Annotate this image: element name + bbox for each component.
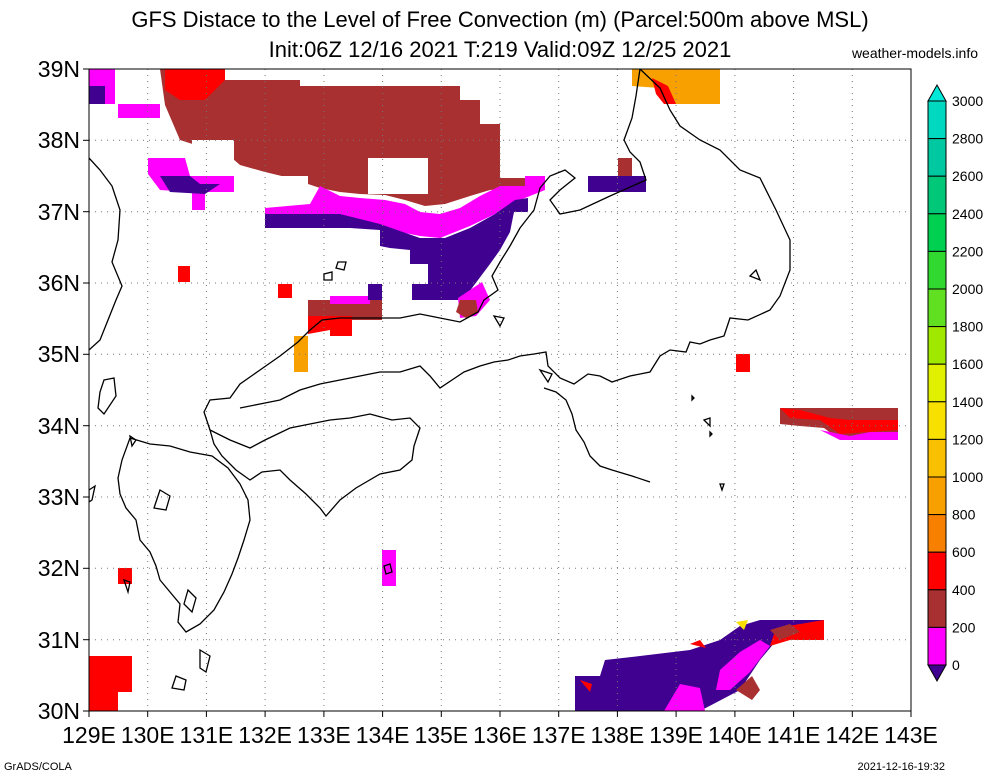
- lon-label: 131E: [180, 722, 234, 748]
- longitude-labels: 129E 130E 131E 132E 133E 134E 135E 136E …: [62, 722, 938, 748]
- axis-ticks: [83, 68, 912, 717]
- footer-timestamp: 2021-12-16-19:32: [857, 761, 945, 773]
- lon-label: 136E: [473, 722, 527, 748]
- lat-label: 33N: [38, 484, 80, 510]
- coastlines: [89, 69, 791, 691]
- lat-label: 35N: [38, 341, 80, 367]
- colorbar-label: 1200: [952, 431, 983, 447]
- colorbar-label: 1600: [952, 356, 983, 372]
- lon-label: 141E: [767, 722, 821, 748]
- colorbar-label: 3000: [952, 93, 983, 109]
- colorbar-swatch: [927, 551, 947, 591]
- footer-software: GrADS/COLA: [4, 761, 72, 773]
- lon-label: 140E: [708, 722, 762, 748]
- colorbar-swatch: [927, 175, 947, 215]
- lon-label: 134E: [356, 722, 410, 748]
- colorbar-swatch: [927, 476, 947, 516]
- colorbar-swatch: [927, 326, 947, 365]
- colorbar-swatch: [927, 438, 947, 478]
- chart-title: GFS Distace to the Level of Free Convect…: [131, 7, 869, 32]
- lon-label: 133E: [297, 722, 351, 748]
- colorbar-top-arrow: [927, 83, 947, 102]
- colorbar-label: 400: [952, 582, 976, 598]
- colorbar-swatch: [927, 250, 947, 290]
- colorbar-swatch: [927, 626, 947, 666]
- lon-label: 132E: [238, 722, 292, 748]
- lat-label: 31N: [38, 627, 80, 653]
- grid-lines: [89, 69, 911, 711]
- colorbar-label: 2200: [952, 243, 983, 259]
- lon-label: 139E: [649, 722, 703, 748]
- colorbar-bottom-arrow: [927, 664, 947, 683]
- colorbar-swatch: [927, 363, 947, 403]
- colorbar-swatch: [927, 138, 947, 177]
- colorbar-label: 1400: [952, 394, 983, 410]
- lat-label: 36N: [38, 270, 80, 296]
- lat-label: 30N: [38, 698, 80, 724]
- colorbar-label: 1800: [952, 319, 983, 335]
- site-credit: weather-models.info: [851, 45, 978, 61]
- colorbar-swatch: [927, 589, 947, 628]
- colorbar-label: 2600: [952, 168, 983, 184]
- lfc-field-shading: [89, 69, 898, 711]
- lon-label: 138E: [591, 722, 645, 748]
- colorbar-label: 1000: [952, 469, 983, 485]
- lon-label: 142E: [825, 722, 879, 748]
- lat-label: 37N: [38, 199, 80, 225]
- lon-label: 135E: [414, 722, 468, 748]
- lat-label: 38N: [38, 127, 80, 153]
- colorbar-label: 2400: [952, 206, 983, 222]
- colorbar-swatch: [927, 288, 947, 328]
- colorbar-label: 600: [952, 544, 976, 560]
- lon-label: 143E: [884, 722, 938, 748]
- colorbar: 3000280026002400220020001800160014001200…: [927, 83, 983, 683]
- colorbar-swatch: [927, 100, 947, 140]
- chart-subtitle: Init:06Z 12/16 2021 T:219 Valid:09Z 12/2…: [268, 37, 732, 62]
- colorbar-swatch: [927, 213, 947, 252]
- latitude-labels: 39N 38N 37N 36N 35N 34N 33N 32N 31N 30N: [38, 56, 80, 724]
- colorbar-label: 0: [952, 657, 960, 673]
- colorbar-label: 200: [952, 619, 976, 635]
- lon-label: 137E: [532, 722, 586, 748]
- lat-label: 32N: [38, 555, 80, 581]
- colorbar-label: 2800: [952, 131, 983, 147]
- colorbar-swatch: [927, 401, 947, 440]
- colorbar-label: 2000: [952, 281, 983, 297]
- lon-label: 130E: [121, 722, 175, 748]
- colorbar-label: 800: [952, 507, 976, 523]
- colorbar-swatch: [927, 514, 947, 553]
- lat-label: 39N: [38, 56, 80, 82]
- lon-label: 129E: [62, 722, 116, 748]
- lat-label: 34N: [38, 413, 80, 439]
